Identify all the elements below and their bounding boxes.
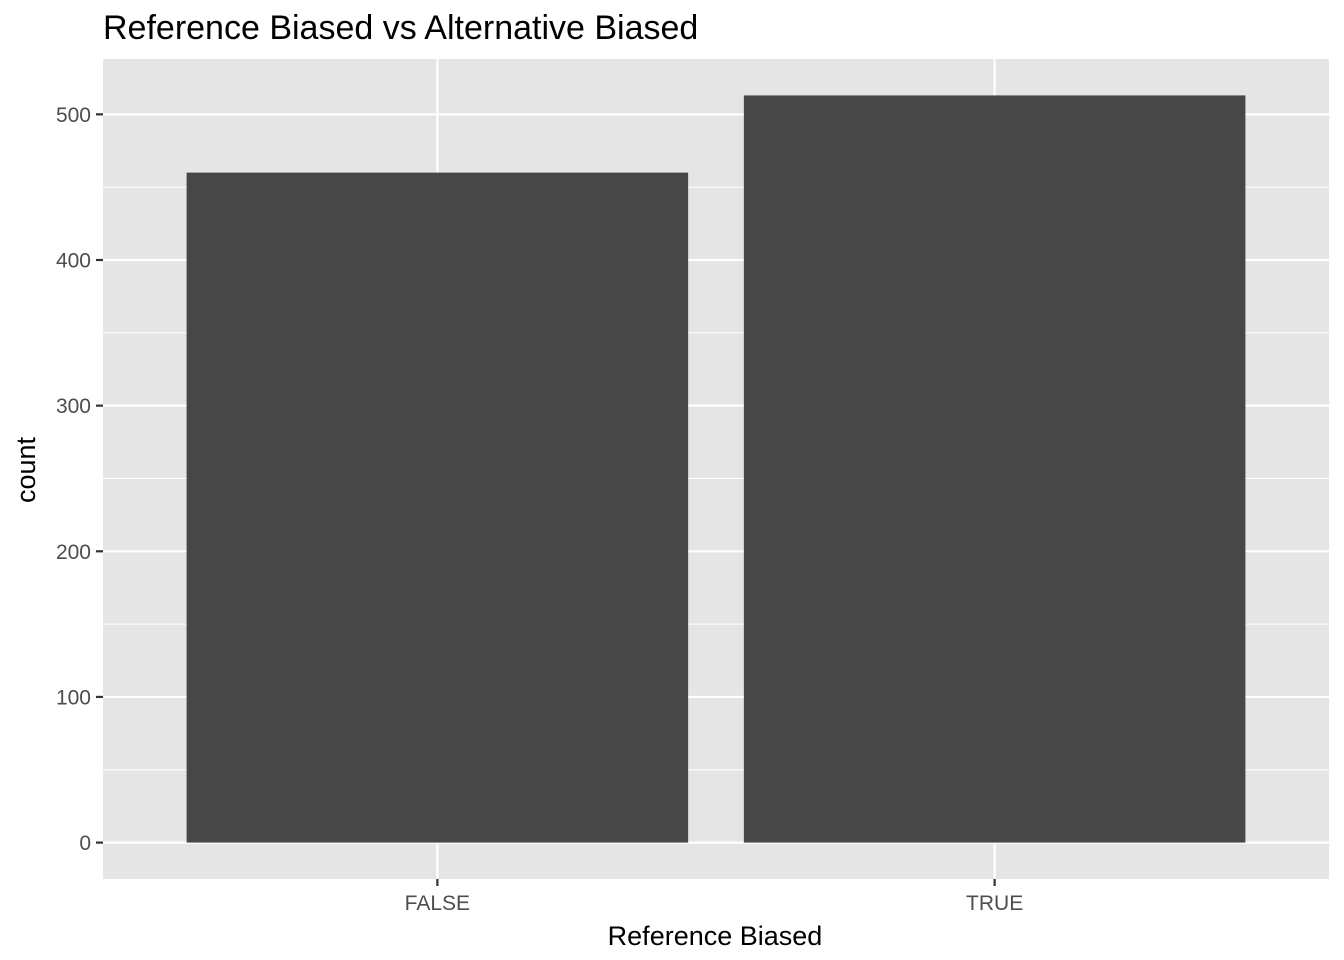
bar <box>186 172 689 843</box>
y-tick-label: 200 <box>56 541 91 564</box>
chart-title: Reference Biased vs Alternative Biased <box>103 9 698 47</box>
x-tick-label: FALSE <box>405 892 470 915</box>
y-tick-label: 500 <box>56 104 91 127</box>
bar <box>743 95 1246 843</box>
bars <box>186 95 1246 843</box>
x-tick-label: TRUE <box>966 892 1023 915</box>
y-tick-label: 400 <box>56 249 91 272</box>
y-tick-label: 100 <box>56 686 91 709</box>
y-axis: 0 100 200 300 400 500 <box>56 104 103 855</box>
y-tick-label: 0 <box>79 832 91 855</box>
x-axis: FALSE TRUE <box>405 879 1023 915</box>
y-axis-title: count <box>11 436 41 503</box>
y-tick-label: 300 <box>56 395 91 418</box>
x-axis-title: Reference Biased <box>608 921 823 951</box>
